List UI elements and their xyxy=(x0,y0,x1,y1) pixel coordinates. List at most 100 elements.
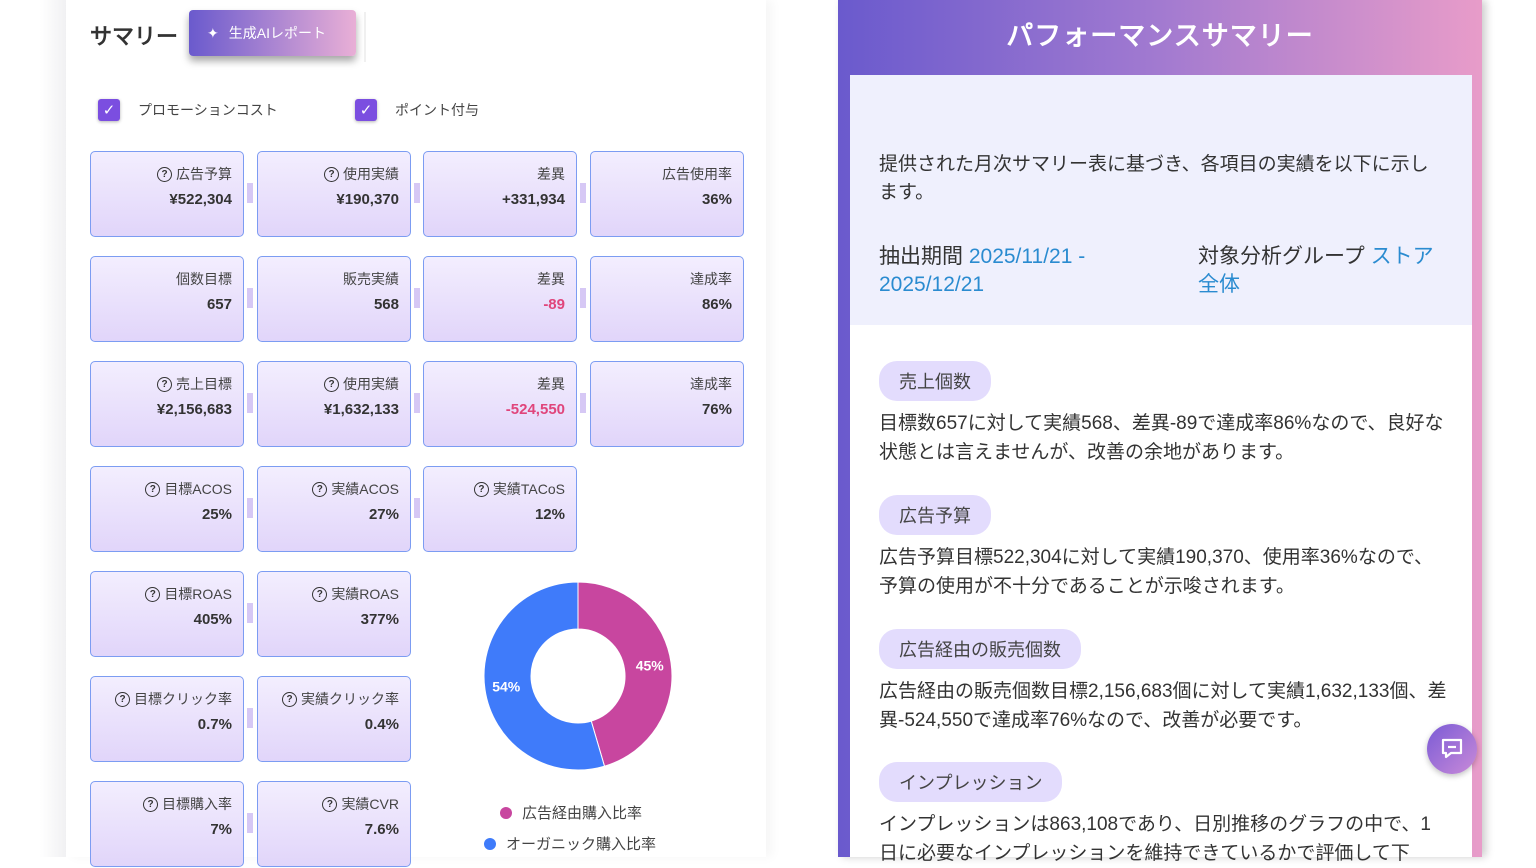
metric-card[interactable]: ? 実績ROAS 377% xyxy=(257,571,411,657)
section-text: 目標数657に対して実績568、差異-89で達成率86%なので、良好な状態とは言… xyxy=(879,413,1444,463)
section-title: 広告経由の販売個数 xyxy=(879,629,1081,669)
section-title: インプレッション xyxy=(879,762,1063,802)
section-ad-budget: 広告予算 広告予算目標522,304に対して実績190,370、使用率36%なの… xyxy=(879,495,1449,601)
metric-card[interactable]: 差異 +331,934 xyxy=(423,151,577,237)
metric-card[interactable]: ? 目標購入率 7% xyxy=(90,781,244,867)
metric-label: 販売実績 xyxy=(343,271,399,287)
metric-card[interactable]: ? 実績ACOS 27% xyxy=(257,466,411,552)
card-connector xyxy=(414,393,420,413)
help-icon[interactable]: ? xyxy=(143,796,158,812)
metric-card[interactable]: 差異 -89 xyxy=(423,256,577,342)
report-body[interactable]: 提供された月次サマリー表に基づき、各項目の実績を以下に示します。 抽出期間 20… xyxy=(850,75,1472,864)
metric-label-row: 個数目標 xyxy=(91,269,232,289)
help-icon[interactable]: ? xyxy=(322,796,338,812)
metric-card[interactable]: ? 使用実績 ¥1,632,133 xyxy=(257,361,411,447)
metric-label-row: ? 使用実績 xyxy=(258,374,399,394)
ai-report-label: 生成AIレポート xyxy=(228,25,326,41)
help-icon[interactable]: ? xyxy=(324,166,339,182)
metric-label-row: ? 実績ACOS xyxy=(258,479,399,499)
metric-label: 使用実績 xyxy=(343,166,399,182)
metric-card[interactable]: ? 目標クリック率 0.7% xyxy=(90,676,244,762)
intro-text: 提供された月次サマリー表に基づき、各項目の実績を以下に示します。 xyxy=(879,154,1429,203)
section-title: 売上個数 xyxy=(879,361,991,401)
metric-card[interactable]: ? 実績クリック率 0.4% xyxy=(257,676,411,762)
metric-label-row: 達成率 xyxy=(591,269,732,289)
metric-value: -89 xyxy=(543,296,565,313)
legend-label: 広告経由購入比率 xyxy=(522,805,643,822)
metric-card[interactable]: ? 広告予算 ¥522,304 xyxy=(90,151,244,237)
page-edge xyxy=(40,0,66,857)
metric-card[interactable]: 個数目標 657 xyxy=(90,256,244,342)
help-icon[interactable]: ? xyxy=(157,376,172,392)
metric-label-row: ? 実績TACoS xyxy=(424,479,565,499)
metric-card[interactable]: ? 実績TACoS 12% xyxy=(423,466,577,552)
checkbox-points[interactable]: ✓ ポイント付与 xyxy=(355,99,479,121)
metric-label-row: 販売実績 xyxy=(258,269,399,289)
purchase-ratio-donut-chart: 45% 54% xyxy=(483,581,673,771)
metric-card[interactable]: 販売実績 568 xyxy=(257,256,411,342)
metric-card[interactable]: 差異 -524,550 xyxy=(423,361,577,447)
metric-card[interactable]: 広告使用率 36% xyxy=(590,151,744,237)
help-icon[interactable]: ? xyxy=(157,166,172,182)
card-connector xyxy=(247,498,253,518)
metric-label-row: ? 目標ROAS xyxy=(91,584,232,604)
help-icon[interactable]: ? xyxy=(145,481,161,497)
help-icon[interactable]: ? xyxy=(312,481,328,497)
help-icon[interactable]: ? xyxy=(324,376,339,392)
metric-card[interactable]: 達成率 86% xyxy=(590,256,744,342)
report-overview: 提供された月次サマリー表に基づき、各項目の実績を以下に示します。 抽出期間 20… xyxy=(850,75,1472,325)
section-impressions: インプレッション インプレッションは863,108であり、日別推移のグラフの中で… xyxy=(879,762,1449,868)
chat-button[interactable] xyxy=(1427,724,1477,774)
help-icon[interactable]: ? xyxy=(282,691,297,707)
card-connector xyxy=(247,708,253,728)
metric-value: 27% xyxy=(368,506,399,523)
check-icon[interactable]: ✓ xyxy=(98,99,120,121)
help-icon[interactable]: ? xyxy=(473,481,489,497)
metric-value: 86% xyxy=(701,296,732,313)
check-icon[interactable]: ✓ xyxy=(355,99,377,121)
checkbox-promotion-cost[interactable]: ✓ プロモーションコスト xyxy=(98,99,278,121)
metric-value: 405% xyxy=(193,611,232,628)
checkbox-label: プロモーションコスト xyxy=(138,102,278,118)
donut-data-label: 54% xyxy=(492,678,521,694)
metric-label: 差異 xyxy=(537,166,565,182)
metric-label: 差異 xyxy=(537,376,565,392)
metric-label: 個数目標 xyxy=(176,271,232,287)
dashed-divider xyxy=(879,104,1444,110)
donut-data-label: 45% xyxy=(636,658,665,674)
metric-label-row: ? 目標クリック率 xyxy=(91,689,232,709)
card-connector xyxy=(247,603,253,623)
card-connector xyxy=(247,288,253,308)
help-icon[interactable]: ? xyxy=(312,586,328,602)
metric-value: 7.6% xyxy=(364,821,399,838)
donut-slice[interactable] xyxy=(577,581,673,767)
metric-value: 12% xyxy=(534,506,565,523)
metric-card[interactable]: ? 実績CVR 7.6% xyxy=(257,781,411,867)
metric-card[interactable]: ? 目標ACOS 25% xyxy=(90,466,244,552)
metric-value: 377% xyxy=(360,611,399,628)
help-icon[interactable]: ? xyxy=(145,586,161,602)
donut-slice[interactable] xyxy=(483,581,606,771)
metric-label: 差異 xyxy=(537,271,565,287)
card-connector xyxy=(580,393,586,413)
card-connector xyxy=(247,813,253,833)
metric-label: 目標購入率 xyxy=(162,796,232,812)
metric-label-row: 差異 xyxy=(424,164,565,184)
analysis-group: 対象分析グループ ストア全体 xyxy=(1198,243,1438,299)
legend-item-organic: オーガニック購入比率 xyxy=(484,833,656,854)
generate-ai-report-button[interactable]: ✦ 生成AIレポート xyxy=(189,10,356,56)
metric-label: 実績クリック率 xyxy=(301,691,399,707)
metric-label-row: 差異 xyxy=(424,269,565,289)
metric-card[interactable]: ? 使用実績 ¥190,370 xyxy=(257,151,411,237)
metric-card[interactable]: ? 売上目標 ¥2,156,683 xyxy=(90,361,244,447)
help-icon[interactable]: ? xyxy=(115,691,130,707)
metric-label: 実績CVR xyxy=(341,796,399,812)
metric-label: 実績ACOS xyxy=(331,481,399,497)
metric-card[interactable]: 達成率 76% xyxy=(590,361,744,447)
metric-card[interactable]: ? 目標ROAS 405% xyxy=(90,571,244,657)
section-ad-sales: 広告経由の販売個数 広告経由の販売個数目標2,156,683個に対して実績1,6… xyxy=(879,629,1449,735)
metric-label: 目標クリック率 xyxy=(134,691,232,707)
chat-icon xyxy=(1441,738,1463,759)
metric-value: ¥522,304 xyxy=(169,191,232,208)
card-connector xyxy=(580,288,586,308)
